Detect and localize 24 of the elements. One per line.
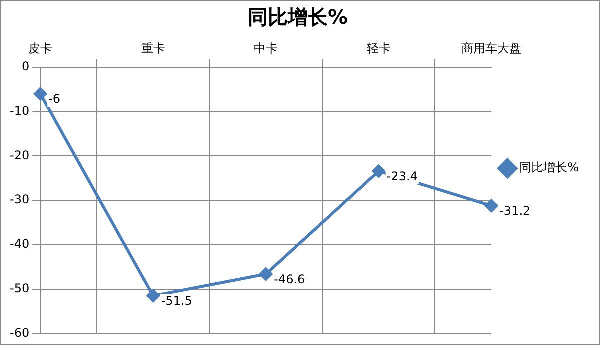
y-tick-label: 0 bbox=[22, 60, 30, 74]
point bbox=[260, 268, 273, 281]
y-tick-label: -60 bbox=[10, 326, 30, 340]
y-tick-label: -20 bbox=[10, 148, 30, 162]
point bbox=[485, 199, 498, 212]
data-label: -51.5 bbox=[161, 294, 192, 308]
chart-title: 同比增长% bbox=[248, 5, 348, 30]
y-tick-label: -30 bbox=[10, 192, 30, 207]
y-tick-label: -50 bbox=[10, 282, 30, 296]
x-tick-label: 中卡 bbox=[254, 41, 278, 56]
data-label: -31.2 bbox=[500, 204, 531, 218]
point bbox=[372, 164, 386, 178]
x-tick-label: 重卡 bbox=[141, 41, 166, 56]
y-tick-label: -10 bbox=[10, 104, 30, 118]
data-label: -23.4 bbox=[386, 169, 418, 184]
point bbox=[146, 290, 160, 303]
data-label: -46.6 bbox=[274, 272, 306, 286]
point bbox=[34, 88, 48, 101]
data-label: -6 bbox=[48, 92, 61, 106]
x-tick-label: 轻卡 bbox=[366, 41, 391, 56]
x-tick-label: 皮卡 bbox=[28, 41, 53, 56]
x-tick-label: 商用车大盘 bbox=[462, 41, 522, 56]
legend-label: 同比增长% bbox=[520, 160, 580, 175]
y-tick-label: -40 bbox=[10, 237, 30, 252]
